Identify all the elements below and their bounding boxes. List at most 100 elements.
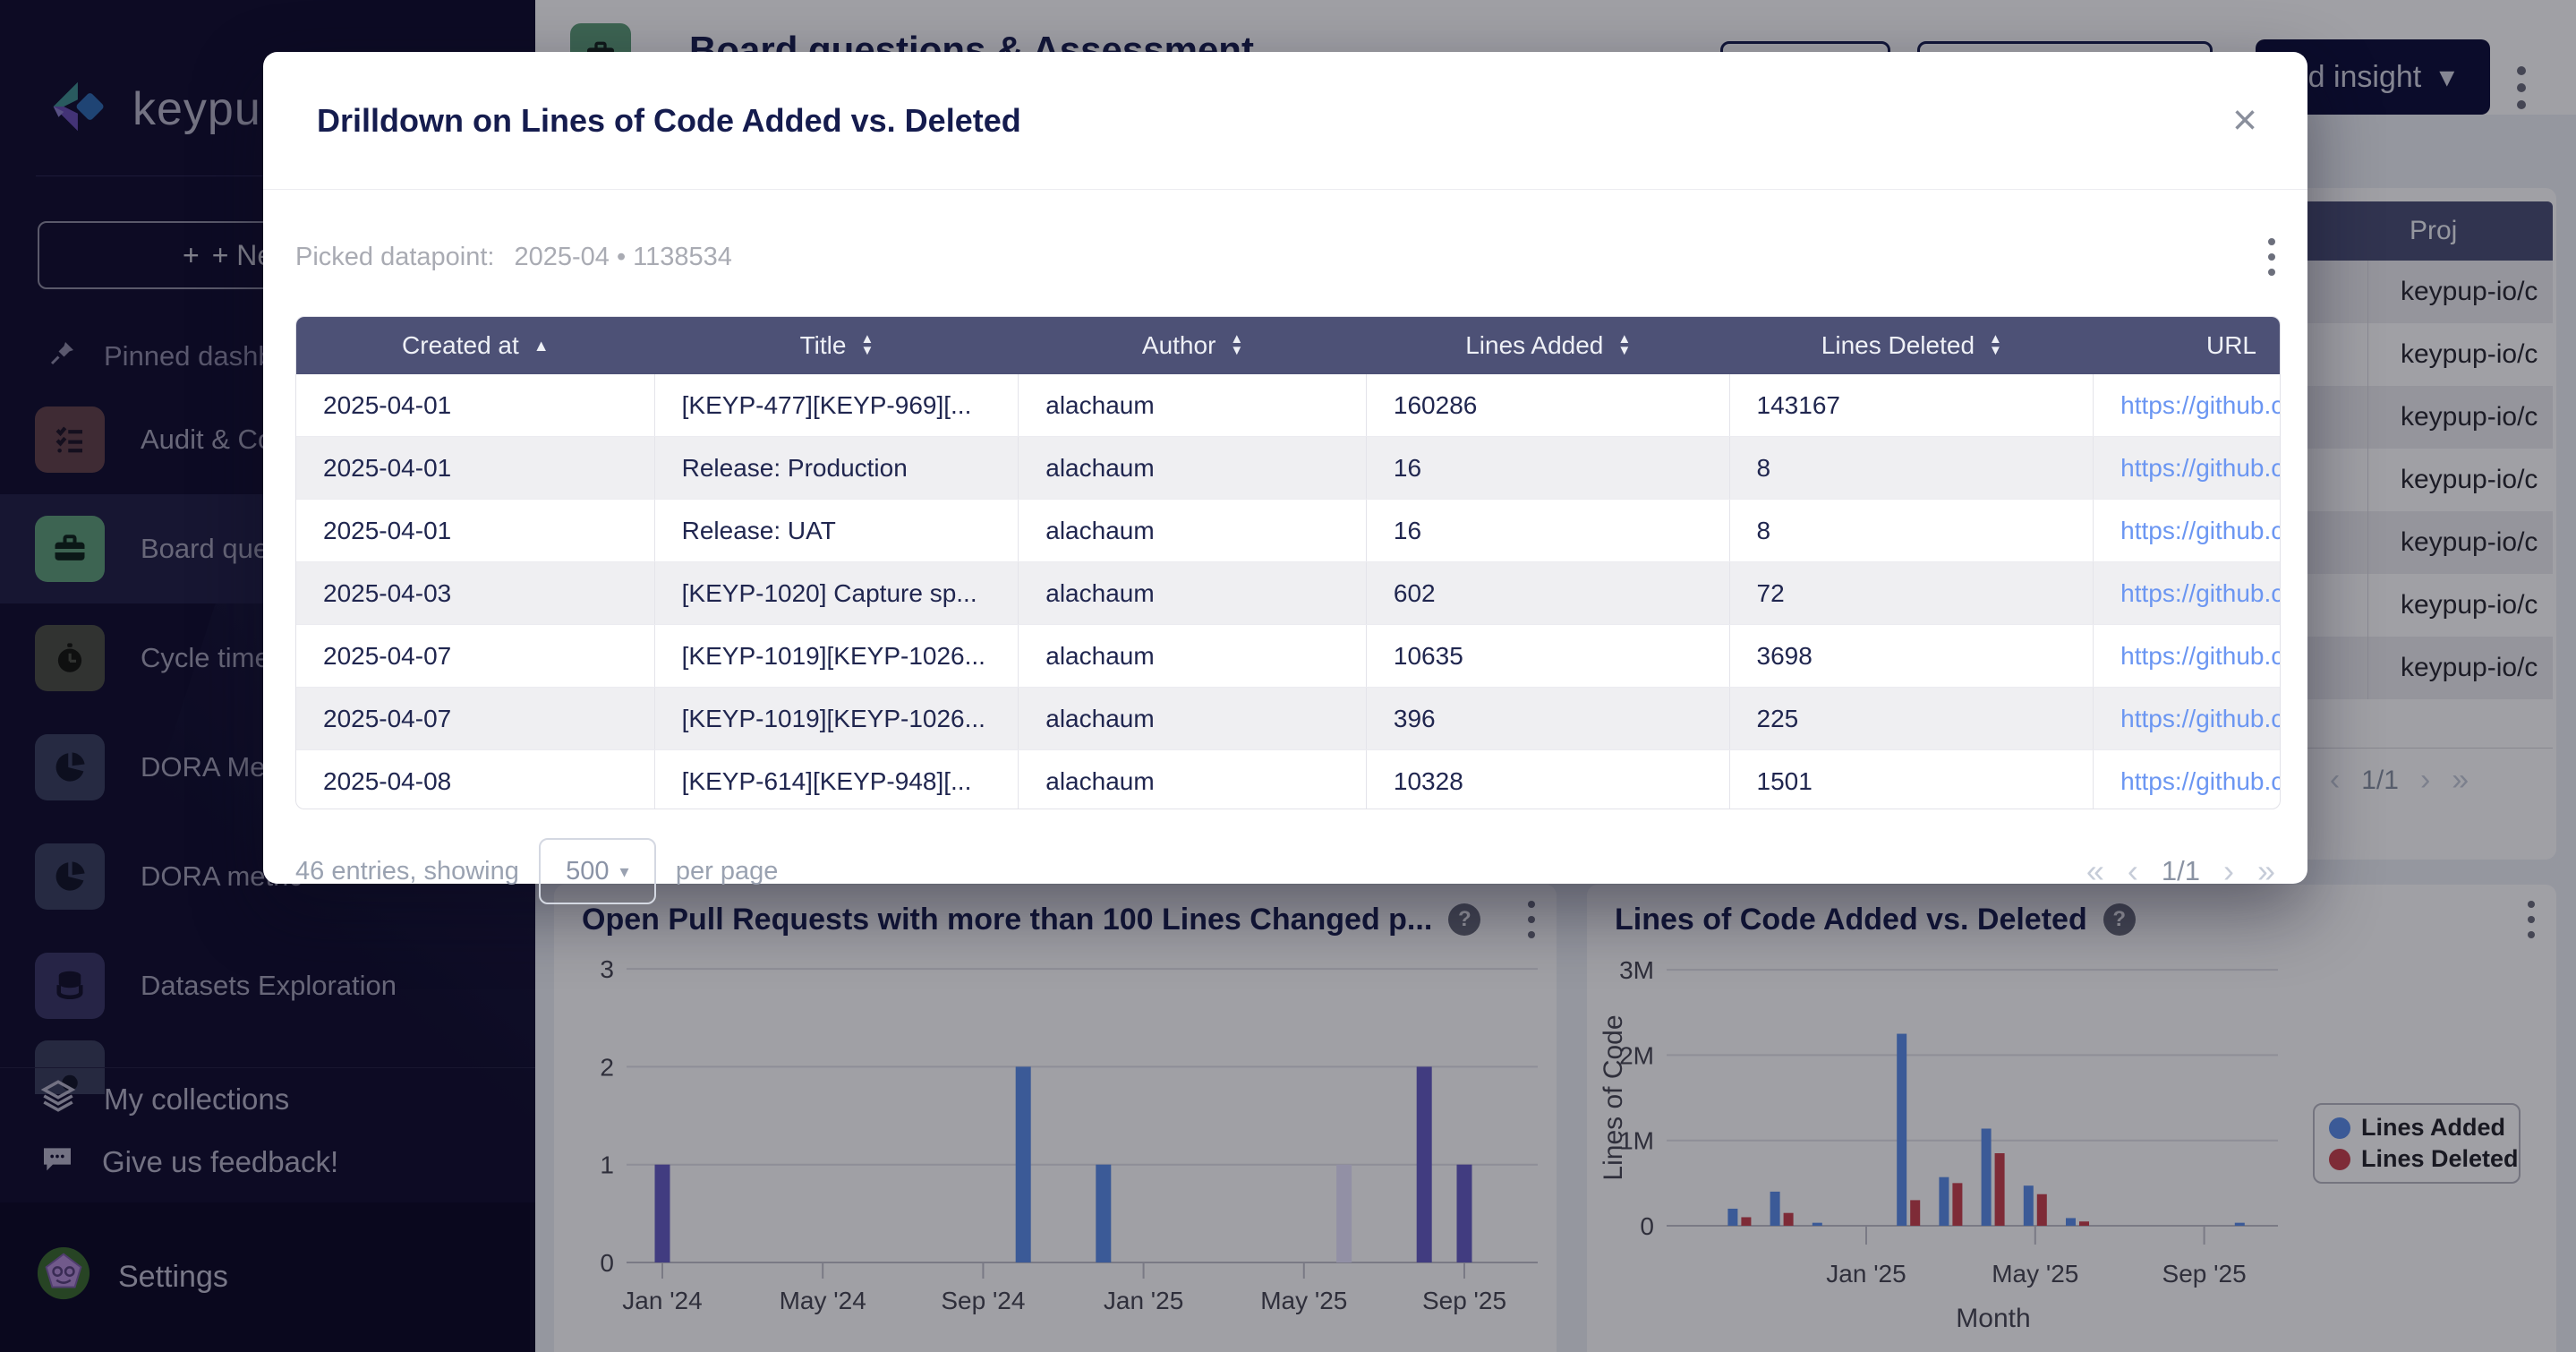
cell-author: alachaum	[1019, 437, 1367, 499]
page-size-select[interactable]: 500 ▾	[538, 838, 656, 904]
prev-page-icon[interactable]: ‹	[2127, 852, 2138, 889]
sort-icon: ▲ ▼	[1230, 331, 1244, 358]
pr-link[interactable]: https://github.c	[2120, 516, 2280, 544]
legend-label: Lines Added	[2361, 1114, 2506, 1141]
modal-footer: 46 entries, showing 500 ▾ per page « ‹ 1…	[295, 831, 2275, 911]
sidebar-item-give-us-feedback-[interactable]: Give us feedback!	[0, 1131, 535, 1194]
column-header-lines-added[interactable]: Lines Added ▲ ▼	[1367, 331, 1730, 360]
project-cell: keypup-io/c	[2401, 339, 2538, 369]
sidebar-item-my-collections[interactable]: My collections	[0, 1068, 535, 1131]
table-row[interactable]: 2025-04-01 Release: UAT alachaum 16 8 https:/…	[296, 500, 2280, 562]
app-logo[interactable]: keypup	[39, 72, 288, 146]
page-indicator: 1/1	[2361, 765, 2399, 795]
pr-link[interactable]: https://github.c	[2120, 578, 2280, 607]
sidebar-item-label: Give us feedback!	[102, 1145, 339, 1178]
drilldown-table-body: 2025-04-01 [KEYP-477][KEYP-969][... alacha…	[296, 374, 2280, 809]
column-header-author[interactable]: Author ▲ ▼	[1019, 331, 1367, 360]
table-row[interactable]: 2025-04-01 Release: Production alachaum 16 8…	[296, 437, 2280, 500]
picked-datapoint-value: 2025-04 • 1138534	[514, 242, 732, 271]
cell-lines-deleted: 8	[1730, 437, 2094, 499]
help-icon[interactable]: ?	[2103, 903, 2136, 936]
chevron-down-icon: ▾	[2439, 60, 2455, 94]
plus-icon: +	[183, 238, 200, 271]
table-kebab-icon[interactable]	[2268, 238, 2275, 276]
cell-author: alachaum	[1019, 562, 1367, 624]
project-cell: keypup-io/c	[2401, 402, 2538, 432]
cell-author: alachaum	[1019, 750, 1367, 809]
legend-item: Lines Added	[2329, 1114, 2506, 1142]
column-label: Author	[1141, 331, 1216, 359]
cell-title: [KEYP-1019][KEYP-1026...	[655, 688, 1019, 749]
sort-icon: ▲ ▼	[860, 331, 874, 358]
next-page-icon[interactable]: ›	[2222, 852, 2234, 889]
legend-dot-icon	[2329, 1117, 2350, 1139]
cell-url: https://github.c	[2094, 374, 2280, 436]
project-cell: keypup-io/c	[2401, 590, 2538, 620]
pr-link[interactable]: https://github.c	[2120, 390, 2280, 419]
last-page-icon[interactable]: »	[2256, 852, 2275, 889]
column-header-title[interactable]: Title ▲ ▼	[655, 331, 1019, 360]
column-label: URL	[2205, 331, 2256, 359]
briefcase-icon	[35, 516, 105, 582]
toolbar-kebab-icon[interactable]	[2517, 66, 2526, 109]
project-table-row[interactable]: keypup-io/c	[2148, 449, 2553, 511]
prev-page-icon[interactable]: ‹	[2329, 763, 2341, 797]
chart-card-open-prs: Open Pull Requests with more than 100 Li…	[554, 885, 1557, 1352]
project-cell: keypup-io/c	[2401, 465, 2538, 494]
table-row[interactable]: 2025-04-08 [KEYP-614][KEYP-948][... alacha…	[296, 750, 2280, 809]
sidebar-item-label: Datasets Exploration	[141, 970, 397, 1001]
first-page-icon[interactable]: «	[2086, 852, 2104, 889]
project-table-row[interactable]: keypup-io/c	[2148, 574, 2553, 637]
speech-icon	[39, 1141, 75, 1184]
cell-title: [KEYP-614][KEYP-948][...	[655, 750, 1019, 809]
modal-title: Drilldown on Lines of Code Added vs. Del…	[317, 101, 1021, 139]
project-cell: keypup-io/c	[2401, 527, 2538, 557]
sidebar-item-settings[interactable]: Settings	[0, 1202, 535, 1352]
cell-lines-added: 16	[1367, 437, 1730, 499]
close-icon[interactable]: ×	[2231, 96, 2257, 144]
cell-lines-added: 396	[1367, 688, 1730, 749]
picked-datapoint-label: Picked datapoint:	[295, 242, 495, 271]
picked-datapoint-row: Picked datapoint: 2025-04 • 1138534	[295, 238, 2275, 276]
project-table-divider	[2148, 748, 2553, 749]
drilldown-table: Created at ▲ Title ▲ ▼ Author ▲ ▼ Lines Added ▲ ▼ L…	[295, 316, 2281, 809]
checklist-icon	[35, 406, 105, 473]
page-indicator: 1/1	[2161, 855, 2200, 886]
pr-link[interactable]: https://github.c	[2120, 453, 2280, 482]
chart-kebab-icon[interactable]	[1528, 901, 1535, 938]
drilldown-modal: Drilldown on Lines of Code Added vs. Del…	[263, 52, 2307, 904]
cell-lines-added: 16	[1367, 500, 1730, 561]
pr-link[interactable]: https://github.c	[2120, 766, 2280, 795]
next-page-icon[interactable]: ›	[2419, 763, 2431, 797]
column-header-url[interactable]: URL	[2094, 331, 2280, 360]
sidebar-footer: My collections Give us feedback!	[0, 1067, 535, 1194]
database-icon	[35, 953, 105, 1019]
help-icon[interactable]: ?	[1448, 903, 1481, 936]
table-row[interactable]: 2025-04-07 [KEYP-1019][KEYP-1026... alacha…	[296, 688, 2280, 750]
stopwatch-icon	[35, 625, 105, 691]
column-label: Created at	[402, 331, 519, 359]
cell-lines-deleted: 72	[1730, 562, 2094, 624]
pr-link[interactable]: https://github.c	[2120, 641, 2280, 670]
table-row[interactable]: 2025-04-07 [KEYP-1019][KEYP-1026... alacha…	[296, 625, 2280, 688]
table-row[interactable]: 2025-04-03 [KEYP-1020] Capture sp... alach…	[296, 562, 2280, 625]
sort-icon: ▲ ▼	[1989, 331, 2002, 358]
cell-lines-added: 602	[1367, 562, 1730, 624]
pin-icon	[47, 337, 79, 376]
cell-created-at: 2025-04-01	[296, 374, 655, 436]
project-table-row[interactable]: keypup-io/c	[2148, 323, 2553, 386]
column-header-lines-deleted[interactable]: Lines Deleted ▲ ▼	[1730, 331, 2094, 360]
column-header-created-at[interactable]: Created at ▲	[296, 331, 655, 360]
cell-lines-deleted: 1501	[1730, 750, 2094, 809]
chart-title: Lines of Code Added vs. Deleted	[1615, 902, 2087, 937]
last-page-icon[interactable]: »	[2452, 763, 2469, 797]
cell-author: alachaum	[1019, 688, 1367, 749]
chart-legend: Lines Added Lines Deleted	[2313, 1103, 2521, 1184]
chart-kebab-icon[interactable]	[2528, 901, 2535, 938]
pr-link[interactable]: https://github.c	[2120, 704, 2280, 732]
cell-url: https://github.c	[2094, 500, 2280, 561]
drilldown-table-header: Created at ▲ Title ▲ ▼ Author ▲ ▼ Lines Added ▲ ▼ L…	[296, 317, 2280, 374]
table-row[interactable]: 2025-04-01 [KEYP-477][KEYP-969][... alacha…	[296, 374, 2280, 437]
sidebar-item-datasets-exploration[interactable]: Datasets Exploration	[0, 931, 535, 1040]
